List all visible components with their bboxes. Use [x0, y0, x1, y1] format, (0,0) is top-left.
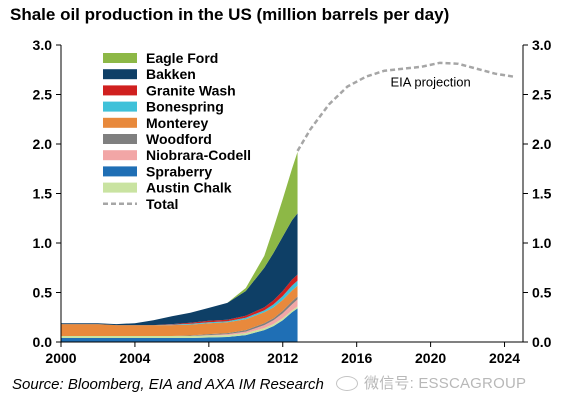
y-tick-label-right: 1.5	[532, 186, 552, 202]
y-tick-label-right: 2.5	[532, 87, 552, 103]
x-tick-label: 2024	[489, 350, 520, 366]
annotations: EIA projection	[390, 75, 470, 90]
axes: 0.0 0.0 0.5 0.5 1.0 1.0 1.5 1.5 2.0 2.0 2.5 2.5 3.0 3…	[33, 37, 552, 366]
y-tick-label-right: 2.0	[532, 136, 552, 152]
x-tick-label: 2016	[341, 350, 372, 366]
source-note: Source: Bloomberg, EIA and AXA IM Resear…	[12, 376, 324, 393]
x-tick-label: 2000	[45, 350, 76, 366]
legend-swatch-bakken	[103, 69, 137, 80]
y-tick-label-left: 1.0	[33, 235, 53, 251]
legend-label-eagle-ford: Eagle Ford	[146, 50, 218, 66]
legend-label-granite-wash: Granite Wash	[146, 82, 236, 98]
legend-swatch-monterey	[103, 117, 137, 128]
legend-swatch-bonespring	[103, 101, 137, 112]
y-tick-label-right: 3.0	[532, 37, 552, 53]
legend-swatch-austin-chalk	[103, 182, 137, 193]
watermark: 微信号: ESSCAGROUP	[336, 372, 526, 393]
y-tick-label-left: 0.0	[33, 334, 53, 350]
watermark-text: 微信号: ESSCAGROUP	[364, 375, 527, 392]
legend-swatch-spraberry	[103, 166, 137, 177]
area-series-spraberry	[61, 308, 298, 342]
y-tick-label-left: 3.0	[33, 37, 53, 53]
legend-label-monterey: Monterey	[146, 115, 208, 131]
legend-swatch-woodford	[103, 134, 137, 144]
y-tick-label-left: 2.0	[33, 136, 53, 152]
legend-swatch-niobrara-codell	[103, 150, 137, 161]
legend-label-bakken: Bakken	[146, 66, 196, 82]
x-tick-label: 2008	[193, 350, 224, 366]
x-tick-label: 2012	[267, 350, 298, 366]
legend-swatch-granite-wash	[103, 85, 137, 96]
chart-title: Shale oil production in the US (million …	[10, 5, 450, 24]
legend-label-bonespring: Bonespring	[146, 99, 224, 115]
wechat-icon	[336, 376, 358, 391]
area-series-monterey	[61, 285, 298, 337]
y-tick-label-left: 1.5	[33, 186, 53, 202]
legend-label-austin-chalk: Austin Chalk	[146, 180, 232, 196]
area-series-bakken	[61, 213, 298, 326]
legend-label-spraberry: Spraberry	[146, 163, 212, 179]
legend-label-niobrara-codell: Niobrara-Codell	[146, 147, 251, 163]
stacked-areas	[61, 151, 298, 342]
y-tick-label-left: 2.5	[33, 87, 53, 103]
y-tick-label-right: 0.5	[532, 285, 552, 301]
total-projection-line	[296, 61, 514, 152]
y-tick-label-left: 0.5	[33, 285, 53, 301]
x-tick-label: 2004	[119, 350, 150, 366]
x-tick-label: 2020	[415, 350, 446, 366]
y-tick-label-right: 1.0	[532, 235, 552, 251]
projection-layer	[296, 61, 514, 152]
legend-label-total: Total	[146, 196, 178, 212]
y-tick-label-right: 0.0	[532, 334, 552, 350]
legend-swatch-eagle-ford	[103, 53, 137, 63]
annotation-eia-projection: EIA projection	[390, 75, 470, 90]
legend-label-woodford: Woodford	[146, 131, 212, 147]
